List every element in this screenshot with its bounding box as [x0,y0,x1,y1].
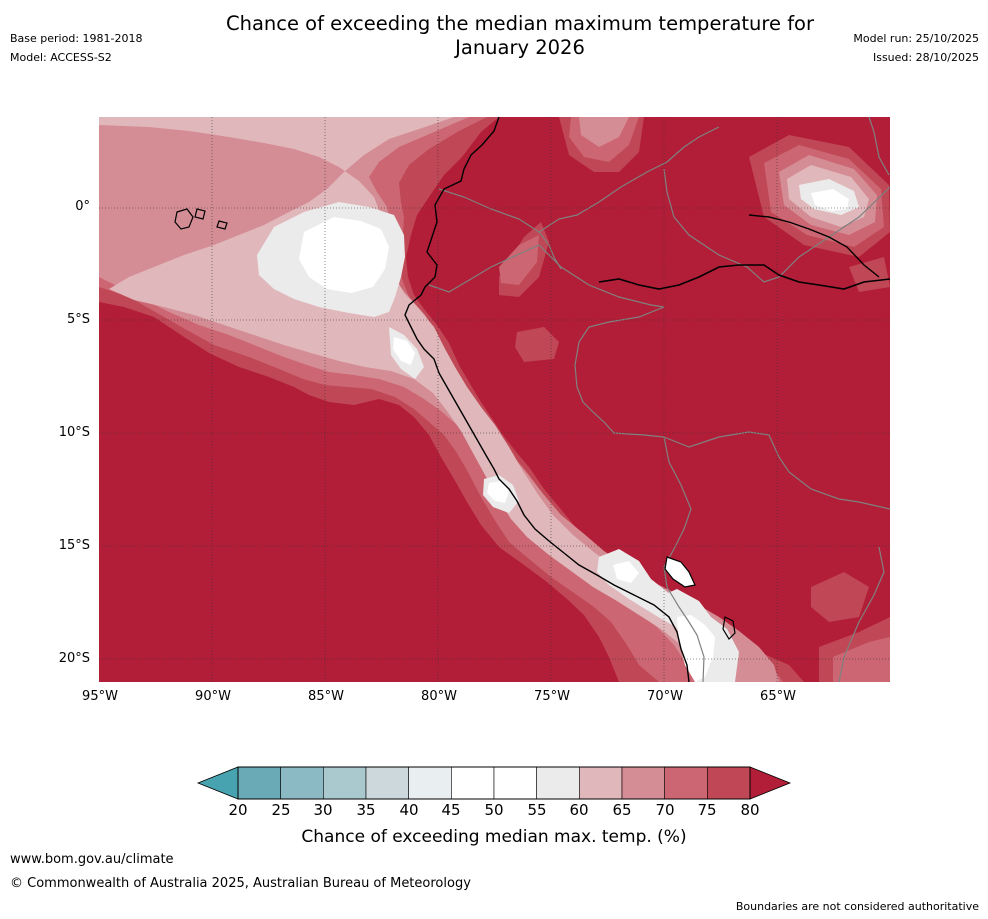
coastline-south-america [404,117,690,682]
colorbar-bin-75-80 [707,766,751,800]
lon-label-95w: 95°W [82,689,118,704]
contour-70-patch-north-2 [499,235,539,285]
colorbar-tick-20: 20 [228,801,248,819]
colorbar-tick-70: 70 [655,801,675,819]
contour-50-core-peru-south [613,561,639,583]
colorbar-title: Chance of exceeding median max. temp. (%… [301,827,687,847]
contour-50-core-peru-central [487,481,509,503]
footer-copyright: © Commonwealth of Australia 2025, Austra… [10,876,471,891]
issued-date: Issued: 28/10/2025 [872,51,979,64]
lon-label-80w: 80°W [421,689,457,704]
colorbar-high-extend [749,766,792,800]
model-name: Model: ACCESS-S2 [10,51,112,64]
coastline-amazon-river [598,264,890,290]
contour-50-core-northeast [811,189,849,211]
contour-75-patch-central [515,327,559,362]
forecast-map [99,117,890,682]
colorbar-bin-25-30 [280,766,324,800]
lon-label-90w: 90°W [195,689,231,704]
colorbar-tick-80: 80 [740,801,760,819]
contour-50-core-peru-north [393,337,415,365]
colorbar-tick-30: 30 [313,801,333,819]
country-border-colombia-venezuela [538,126,720,233]
colorbar-bin-45-50 [451,766,495,800]
colorbar [196,766,792,800]
colorbar-bin-55-60 [536,766,580,800]
colorbar-tick-25: 25 [271,801,291,819]
base-period: Base period: 1981-2018 [10,32,143,45]
map-title-line-2: January 2026 [455,36,585,59]
colorbar-bin-65-70 [621,766,665,800]
contour-75-patch-south-2 [811,572,869,622]
colorbar-tick-55: 55 [527,801,547,819]
colorbar-tick-45: 45 [441,801,461,819]
coastline-lake-titicaca [664,556,696,588]
footer-url[interactable]: www.bom.gov.au/climate [10,852,174,867]
colorbar-bin-50-55 [493,766,537,800]
coastline-rio-negro [748,214,880,278]
country-border-east [868,117,890,176]
map-title: Chance of exceeding the median maximum t… [0,12,988,60]
colorbar-tick-50: 50 [484,801,504,819]
lon-label-75w: 75°W [534,689,570,704]
country-border-colombia-peru [428,244,665,308]
lon-label-65w: 65°W [760,689,796,704]
contour-70-patch-south [833,637,890,682]
colorbar-bin-60-65 [579,766,623,800]
lon-label-70w: 70°W [647,689,683,704]
footer-disclaimer: Boundaries are not considered authoritat… [735,900,979,913]
colorbar-bin-70-75 [664,766,708,800]
lon-label-85w: 85°W [308,689,344,704]
colorbar-tick-75: 75 [697,801,717,819]
lat-label-0: 0° [75,199,90,214]
lat-label-10s: 10°S [58,425,90,440]
coastline-galapagos-island-3 [216,220,228,230]
map-gridlines [99,117,890,682]
country-border-colombia-ecuador [438,188,562,270]
contour-65-patch-north [579,117,629,147]
colorbar-tick-40: 40 [399,801,419,819]
colorbar-bin-20-25 [237,766,281,800]
country-border-bolivia-paraguay [838,546,885,682]
colorbar-low-extend [196,766,239,800]
coastline-galapagos-island-2 [194,208,206,220]
map-title-line-1: Chance of exceeding the median maximum t… [225,12,815,35]
model-run: Model run: 25/10/2025 [853,32,979,45]
colorbar-tick-60: 60 [569,801,589,819]
lat-label-5s: 5°S [66,312,90,327]
colorbar-bins [237,766,751,800]
country-border-peru-brazil [574,306,665,438]
country-border-bolivia-chile [666,586,705,682]
country-border-brazil-north [663,168,890,283]
colorbar-tick-35: 35 [356,801,376,819]
map-svg [99,117,890,682]
lat-label-15s: 15°S [58,538,90,553]
colorbar-bin-40-45 [408,766,452,800]
colorbar-bin-30-35 [323,766,367,800]
coastline-galapagos-island-1 [174,208,194,230]
coastline-lake-poopo [722,616,736,640]
colorbar-bin-35-40 [365,766,409,800]
contour-50-core-west [299,217,389,293]
colorbar-tick-65: 65 [612,801,632,819]
lat-label-20s: 20°S [58,651,90,666]
country-border-bolivia-brazil [663,431,890,510]
colorbar-outline [237,766,751,800]
